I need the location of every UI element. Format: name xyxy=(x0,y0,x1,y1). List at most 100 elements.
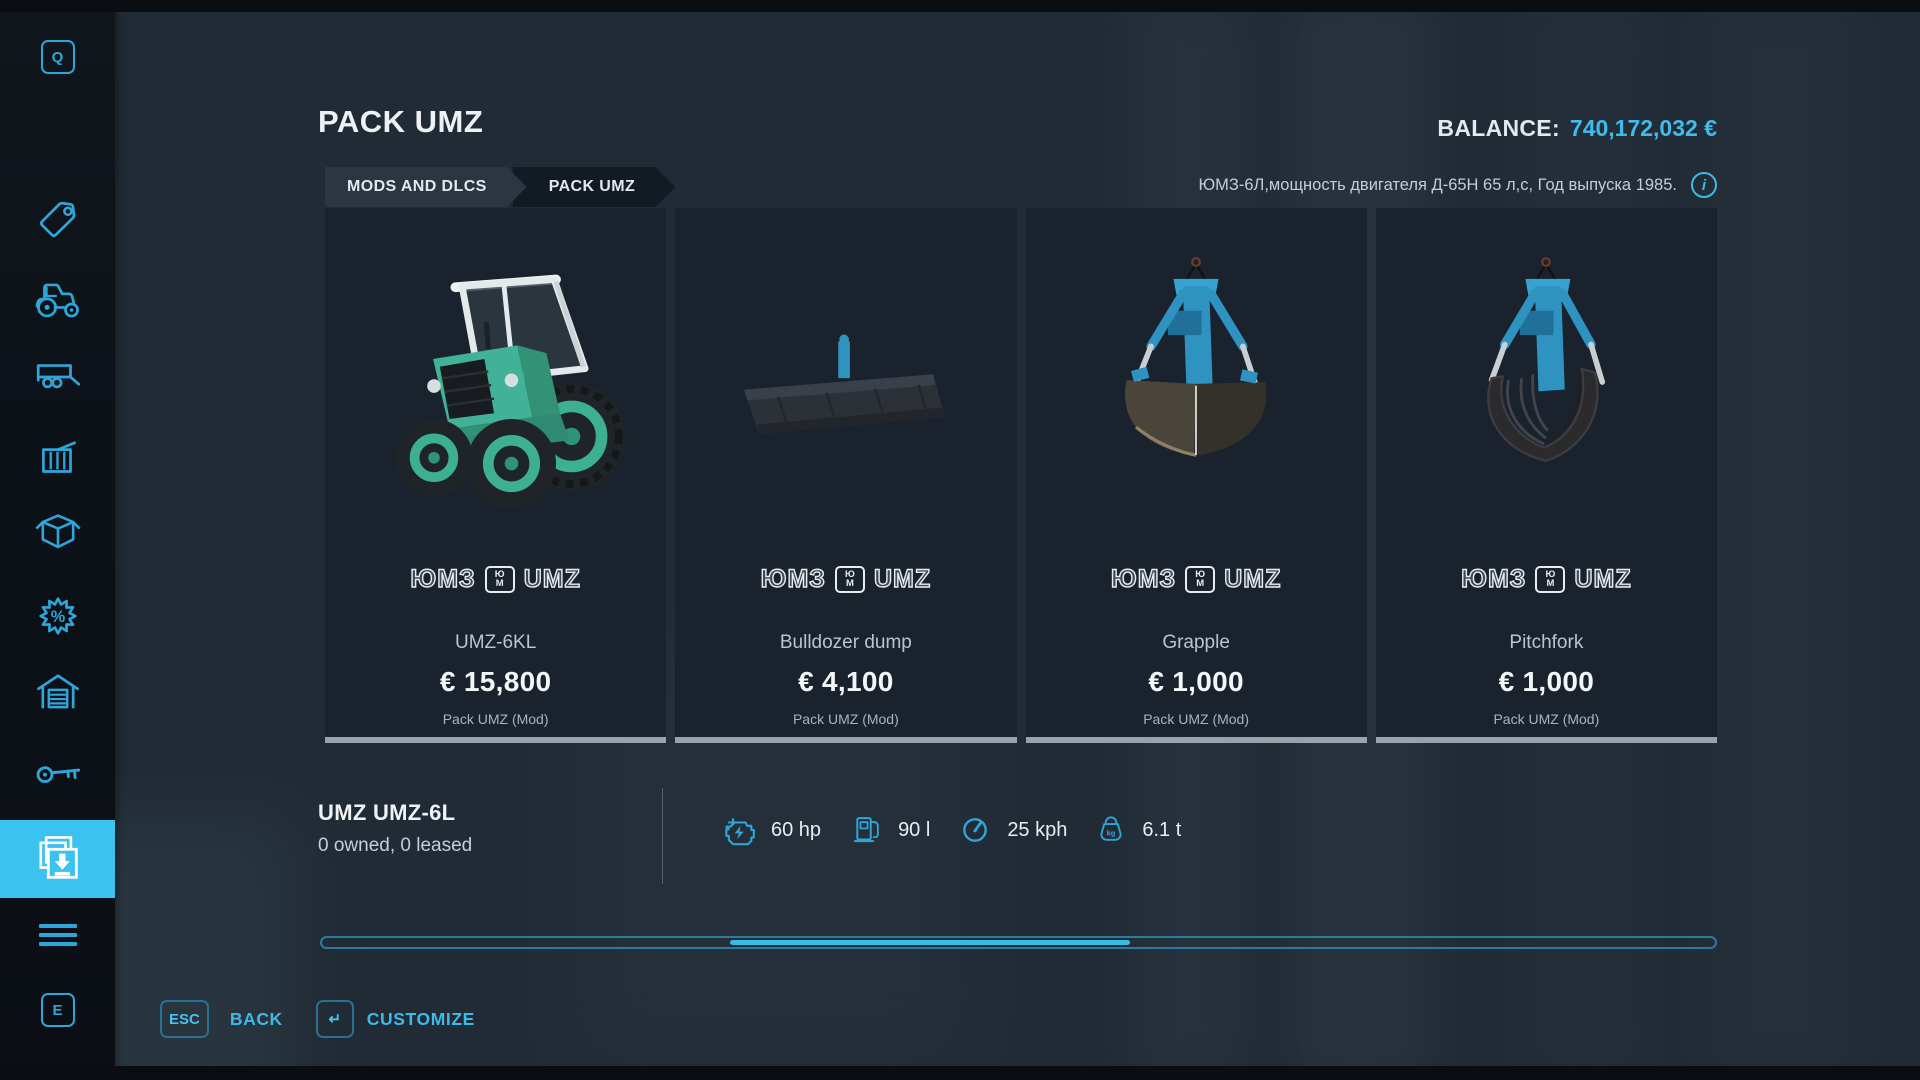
key-hint-e[interactable]: E xyxy=(0,993,115,1027)
stats-row: 60 hp 90 l 25 kph kg 6.1 t xyxy=(718,810,1181,850)
grapple-image xyxy=(1026,208,1367,556)
item-name: Grapple xyxy=(1162,632,1230,653)
store-item-list: ЮМЗ Ю М UMZ UMZ-6KL € 15,800 Pack UMZ (M… xyxy=(325,208,1717,743)
sidebar-item-tractors[interactable] xyxy=(0,272,115,322)
item-price: € 4,100 xyxy=(798,666,894,697)
card-scroll-rail xyxy=(675,737,1017,743)
detail-divider xyxy=(662,788,663,884)
item-name: Bulldozer dump xyxy=(779,632,912,653)
ownership-status: 0 owned, 0 leased xyxy=(318,835,473,856)
sidebar-item-menu[interactable] xyxy=(0,916,115,956)
sale-percent-icon: % xyxy=(38,597,77,635)
sidebar-item-sales[interactable]: % xyxy=(0,590,115,642)
letterbox-top xyxy=(0,0,1920,12)
item-pack-label: Pack UMZ (Mod) xyxy=(1493,711,1600,727)
sidebar: Q xyxy=(0,0,115,1080)
item-description: ЮМЗ-6Л,мощность двигателя Д-65Н 65 л,с, … xyxy=(1198,175,1677,194)
breadcrumb-tabs: MODS AND DLCS PACK UMZ xyxy=(325,167,675,207)
selected-item-title: UMZ UMZ-6L xyxy=(318,800,456,825)
brand-text-cyrillic: ЮМЗ xyxy=(1110,564,1177,593)
stat-speed: 25 kph xyxy=(956,811,1067,849)
enter-key-button[interactable]: ↵ xyxy=(315,1000,354,1038)
item-pack-label: Pack UMZ (Mod) xyxy=(792,711,899,727)
speed-value: 25 kph xyxy=(1007,818,1068,841)
item-pack-label: Pack UMZ (Mod) xyxy=(1143,711,1250,727)
box-icon xyxy=(34,514,81,549)
speedometer-icon xyxy=(963,818,988,842)
key-icon xyxy=(36,766,80,784)
tractor-icon xyxy=(35,283,79,318)
sidebar-item-trailers[interactable] xyxy=(0,352,115,402)
menu-icon xyxy=(38,924,77,946)
brand-logo: ЮМЗ Ю М UMZ xyxy=(1376,564,1717,594)
fuel-value: 90 l xyxy=(898,818,931,841)
pallet-icon xyxy=(41,441,76,473)
brand-text-cyrillic: ЮМЗ xyxy=(760,564,826,593)
item-name: Pitchfork xyxy=(1509,632,1584,653)
footer-controls: ESC BACK ↵ CUSTOMIZE xyxy=(160,1000,475,1038)
store-item-card-grapple[interactable]: ЮМЗ Ю М UMZ Grapple € 1,000 Pack UMZ (Mo… xyxy=(1025,208,1367,743)
brand-text-cyrillic: ЮМЗ xyxy=(1460,564,1527,593)
brand-badge-icon: Ю М xyxy=(1535,565,1566,593)
pitchfork-image xyxy=(1376,208,1717,556)
svg-text:%: % xyxy=(50,608,65,626)
trailer-icon xyxy=(36,364,80,389)
balance: BALANCE: 740,172,032 € xyxy=(1437,115,1717,142)
page-title: PACK UMZ xyxy=(318,104,484,139)
esc-key-button[interactable]: ESC xyxy=(160,1000,209,1038)
sidebar-item-mods-active[interactable] xyxy=(0,820,115,898)
power-value: 60 hp xyxy=(771,818,822,841)
brand-logo: ЮМЗ Ю М UMZ xyxy=(325,564,666,594)
item-price: € 1,000 xyxy=(1498,666,1595,697)
scrollbar-thumb[interactable] xyxy=(730,940,1130,945)
item-price: € 1,000 xyxy=(1148,666,1244,697)
tab-mods-and-dlcs[interactable]: MODS AND DLCS xyxy=(325,167,527,207)
sidebar-item-packs[interactable] xyxy=(0,508,115,560)
brand-badge-icon: Ю М xyxy=(834,565,865,593)
horizontal-scrollbar[interactable] xyxy=(320,936,1717,949)
brand-text-latin: UMZ xyxy=(1223,564,1282,593)
sidebar-item-deals[interactable] xyxy=(0,192,115,242)
brand-logo: ЮМЗ Ю М UMZ xyxy=(1026,564,1367,594)
sidebar-item-licenses[interactable] xyxy=(0,748,115,792)
card-scroll-rail xyxy=(1025,737,1367,743)
price-tag-icon xyxy=(39,201,75,238)
card-scroll-rail xyxy=(1375,737,1717,743)
sidebar-item-pallets[interactable] xyxy=(0,434,115,484)
stat-power: 60 hp xyxy=(718,810,821,850)
brand-text-latin: UMZ xyxy=(873,564,932,593)
back-button[interactable]: BACK xyxy=(229,1008,283,1029)
info-bar: ЮМЗ-6Л,мощность двигателя Д-65Н 65 л,с, … xyxy=(1198,172,1717,198)
info-circle-icon[interactable]: i xyxy=(1691,172,1717,198)
store-item-card-bulldozer-dump[interactable]: ЮМЗ Ю М UMZ Bulldozer dump € 4,100 Pack … xyxy=(675,208,1017,743)
letterbox-bottom xyxy=(0,1066,1920,1080)
stat-fuel: 90 l xyxy=(847,810,930,850)
brand-text-latin: UMZ xyxy=(523,564,581,593)
balance-label: BALANCE: xyxy=(1437,115,1560,141)
brand-text-latin: UMZ xyxy=(1574,564,1632,593)
brand-badge-icon: Ю М xyxy=(1185,565,1216,593)
fuel-icon xyxy=(853,817,879,843)
weight-value: 6.1 t xyxy=(1142,818,1182,841)
balance-value: 740,172,032 € xyxy=(1569,115,1717,141)
stat-weight: kg 6.1 t xyxy=(1093,811,1181,849)
green-tractor-image xyxy=(325,208,666,556)
card-scroll-rail xyxy=(325,737,667,743)
bulldozer-blade-image xyxy=(675,208,1016,556)
customize-button[interactable]: CUSTOMIZE xyxy=(366,1008,475,1029)
weight-icon: kg xyxy=(1100,816,1122,841)
sidebar-item-garage[interactable] xyxy=(0,666,115,718)
item-name: UMZ-6KL xyxy=(454,632,537,653)
customize-group: ↵ CUSTOMIZE xyxy=(315,1000,475,1038)
garage-icon xyxy=(36,674,79,709)
tab-pack-umz[interactable]: PACK UMZ xyxy=(513,167,675,207)
key-hint-q[interactable]: Q xyxy=(0,40,115,74)
svg-text:kg: kg xyxy=(1107,828,1116,837)
store-item-card-pitchfork[interactable]: ЮМЗ Ю М UMZ Pitchfork € 1,000 Pack UMZ (… xyxy=(1375,208,1717,743)
q-key-label: Q xyxy=(40,40,75,74)
store-item-card-umz-6kl[interactable]: ЮМЗ Ю М UMZ UMZ-6KL € 15,800 Pack UMZ (M… xyxy=(325,208,667,743)
brand-logo: ЮМЗ Ю М UMZ xyxy=(675,564,1016,594)
engine-icon xyxy=(725,818,755,846)
mods-download-icon xyxy=(38,836,78,879)
selected-item-detail: UMZ UMZ-6L 0 owned, 0 leased xyxy=(318,800,472,857)
